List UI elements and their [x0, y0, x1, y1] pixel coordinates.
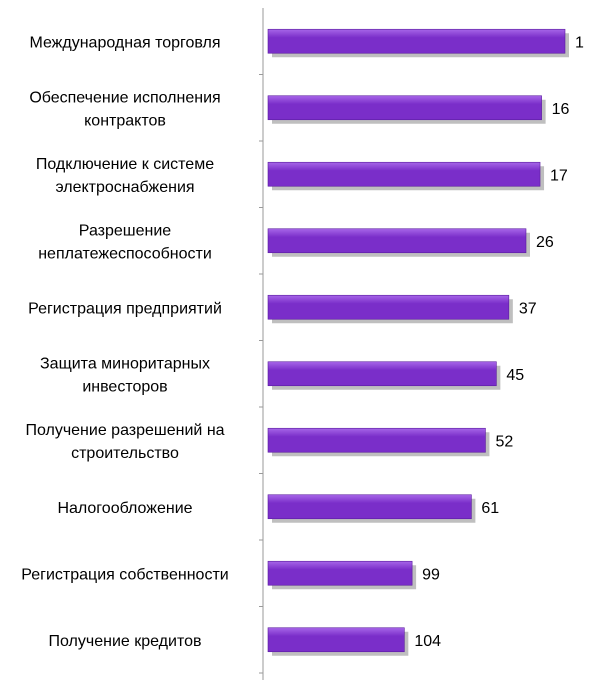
bar-group: 52 Получение разрешений на строительство [25, 422, 513, 474]
category-label: Получение кредитов [49, 633, 202, 650]
data-label: 16 [552, 101, 570, 118]
data-label: 61 [481, 500, 499, 517]
category-label: Разрешение [79, 222, 172, 239]
bar [267, 294, 510, 320]
category-label: Защита миноритарных [40, 355, 210, 372]
category-label: Регистрация собственности [21, 566, 228, 583]
category-label: Подключение к системе [36, 156, 214, 173]
data-label: 104 [414, 633, 441, 650]
data-label: 26 [536, 234, 554, 251]
bar-group: 1 Международная торговля [29, 28, 584, 75]
category-label: Международная торговля [29, 34, 220, 51]
bar [267, 161, 541, 187]
data-label: 37 [519, 300, 537, 317]
bar-group: 16 Обеспечение исполнения контрактов [29, 89, 570, 142]
bar [267, 427, 486, 453]
category-label: контрактов [84, 112, 166, 129]
category-label: электроснабжения [55, 179, 194, 196]
data-label: 1 [575, 34, 584, 51]
bar-group: 61 Налогообложение [57, 494, 499, 541]
bar-group: 37 Регистрация предприятий [28, 294, 537, 341]
bar-group: 104 Получение кредитов [49, 627, 441, 674]
bar [267, 28, 566, 54]
category-label: Регистрация предприятий [28, 300, 222, 317]
category-label: Получение разрешений на [25, 422, 224, 439]
bar [267, 95, 542, 121]
bar-group: 26 Разрешение неплатежеспособности [38, 222, 554, 275]
category-label: строительство [71, 445, 179, 462]
bar [267, 494, 472, 520]
data-label: 52 [495, 433, 513, 450]
category-label: инвесторов [82, 378, 167, 395]
data-label: 99 [422, 566, 440, 583]
category-label: Налогообложение [57, 500, 192, 517]
bar [267, 361, 497, 387]
bar-group: 45 Защита миноритарных инвесторов [40, 355, 524, 408]
bar-group: 17 Подключение к системе электроснабжения [36, 156, 568, 208]
data-label: 45 [506, 367, 524, 384]
category-label: неплатежеспособности [38, 245, 212, 262]
bar [267, 228, 527, 254]
bar [267, 627, 405, 653]
bar-group: 99 Регистрация собственности [21, 560, 440, 607]
category-label: Обеспечение исполнения [29, 89, 220, 106]
data-label: 17 [550, 167, 568, 184]
bar [267, 560, 413, 586]
